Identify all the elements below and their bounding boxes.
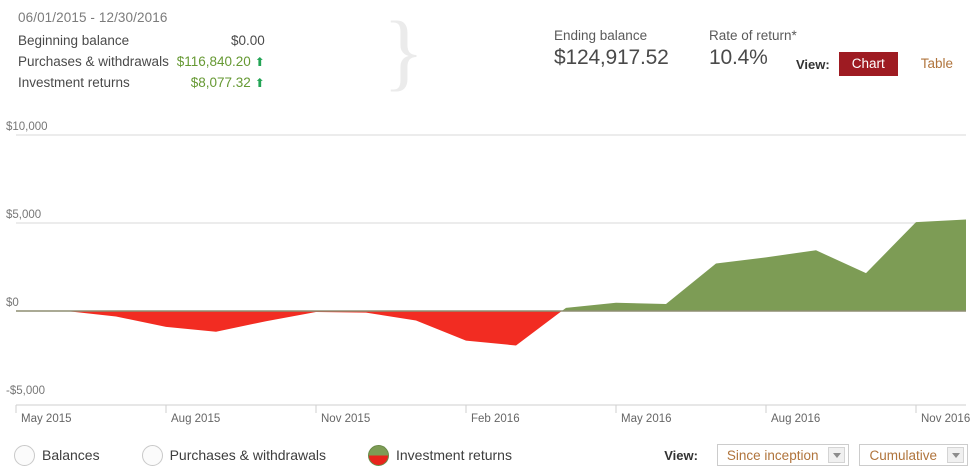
summary-amount: $116,840.20 [176, 54, 251, 69]
legend-swatch-icon [368, 444, 389, 466]
chart-footer: Balances Purchases & withdrawals Investm… [0, 436, 980, 474]
x-axis-tick-label: Aug 2015 [171, 413, 220, 425]
chart-y-axis-labels: $10,000 $5,000 $0 -$5,000 [6, 121, 48, 397]
view-toggle: View: Chart Table [796, 52, 966, 76]
legend-item-purchases-withdrawals[interactable]: Purchases & withdrawals [141, 444, 326, 466]
summary-value-beginning-balance: $0.00 [169, 30, 265, 51]
curly-brace-decoration: } [383, 3, 425, 99]
summary-label-beginning-balance: Beginning balance [18, 33, 130, 48]
y-axis-tick-label: $10,000 [6, 121, 48, 133]
legend-label: Investment returns [396, 447, 512, 463]
date-range: 06/01/2015 - 12/30/2016 [18, 10, 168, 25]
table-row: Purchases & withdrawals $116,840.20 ⬆ [18, 51, 265, 72]
chart-gridlines [16, 134, 966, 224]
period-dropdown[interactable]: Since inception [716, 444, 850, 466]
legend-swatch-icon [141, 444, 163, 466]
summary-value-purchases-withdrawals: $116,840.20 ⬆ [169, 51, 265, 72]
legend-label: Purchases & withdrawals [169, 447, 326, 463]
rate-of-return-label: Rate of return* [709, 28, 797, 43]
ending-balance-stat: Ending balance $124,917.52 [554, 28, 669, 70]
x-axis-tick-label: Feb 2016 [471, 413, 520, 425]
summary-amount: $8,077.32 [190, 75, 251, 90]
ending-balance-label: Ending balance [554, 28, 648, 43]
view-toggle-label: View: [795, 56, 830, 72]
footer-view-controls: View: Since inception Cumulative [664, 436, 968, 474]
negative-area [16, 311, 562, 346]
x-axis-tick-label: Nov 2015 [321, 413, 370, 425]
summary-header: 06/01/2015 - 12/30/2016 Beginning balanc… [0, 0, 980, 118]
table-row: Beginning balance $0.00 [18, 30, 265, 51]
y-axis-tick-label: -$5,000 [6, 385, 45, 397]
period-dropdown-value: Since inception [726, 447, 819, 463]
chevron-down-icon [947, 447, 964, 463]
ending-balance-value: $124,917.52 [554, 46, 669, 69]
x-axis-tick-label: Aug 2016 [771, 413, 820, 425]
chart-canvas: $10,000 $5,000 $0 -$5,000 May 2015 Aug 2015 N… [6, 121, 970, 425]
summary-label-investment-returns: Investment returns [18, 75, 130, 90]
legend-swatch-icon [14, 444, 35, 466]
tab-chart[interactable]: Chart [838, 52, 898, 76]
x-axis-tick-label: May 2015 [21, 413, 72, 425]
footer-view-label: View: [664, 447, 698, 463]
rate-of-return-value: 10.4% [709, 46, 768, 69]
arrow-up-icon: ⬆ [254, 76, 265, 90]
performance-area-chart[interactable]: $10,000 $5,000 $0 -$5,000 May 2015 Aug 2015 N… [0, 118, 980, 436]
summary-block: 06/01/2015 - 12/30/2016 Beginning balanc… [18, 8, 265, 93]
y-axis-tick-label: $5,000 [6, 209, 41, 221]
legend-label: Balances [42, 447, 100, 463]
x-axis-tick-label: Nov 2016 [921, 413, 970, 425]
chart-legend: Balances Purchases & withdrawals Investm… [14, 436, 554, 474]
legend-item-investment-returns[interactable]: Investment returns [368, 444, 512, 466]
mode-dropdown[interactable]: Cumulative [859, 444, 968, 466]
x-axis-tick-label: May 2016 [621, 413, 672, 425]
legend-item-balances[interactable]: Balances [14, 444, 100, 466]
chevron-down-icon [828, 447, 846, 463]
chart-area-series [16, 219, 966, 346]
chart-x-axis: May 2015 Aug 2015 Nov 2015 Feb 2016 May 2016… [15, 404, 970, 425]
rate-of-return-stat: Rate of return* 10.4% [709, 28, 797, 70]
y-axis-tick-label: $0 [6, 297, 19, 309]
positive-area [561, 219, 966, 311]
mode-dropdown-value: Cumulative [869, 447, 937, 463]
summary-value-investment-returns: $8,077.32 ⬆ [169, 72, 265, 93]
summary-label-purchases-withdrawals: Purchases & withdrawals [18, 54, 169, 69]
table-row: Investment returns $8,077.32 ⬆ [18, 72, 265, 93]
arrow-up-icon: ⬆ [254, 55, 265, 69]
summary-amount: $0.00 [231, 33, 265, 48]
tab-table[interactable]: Table [920, 56, 953, 71]
summary-table: Beginning balance $0.00 Purchases & with… [18, 30, 265, 93]
